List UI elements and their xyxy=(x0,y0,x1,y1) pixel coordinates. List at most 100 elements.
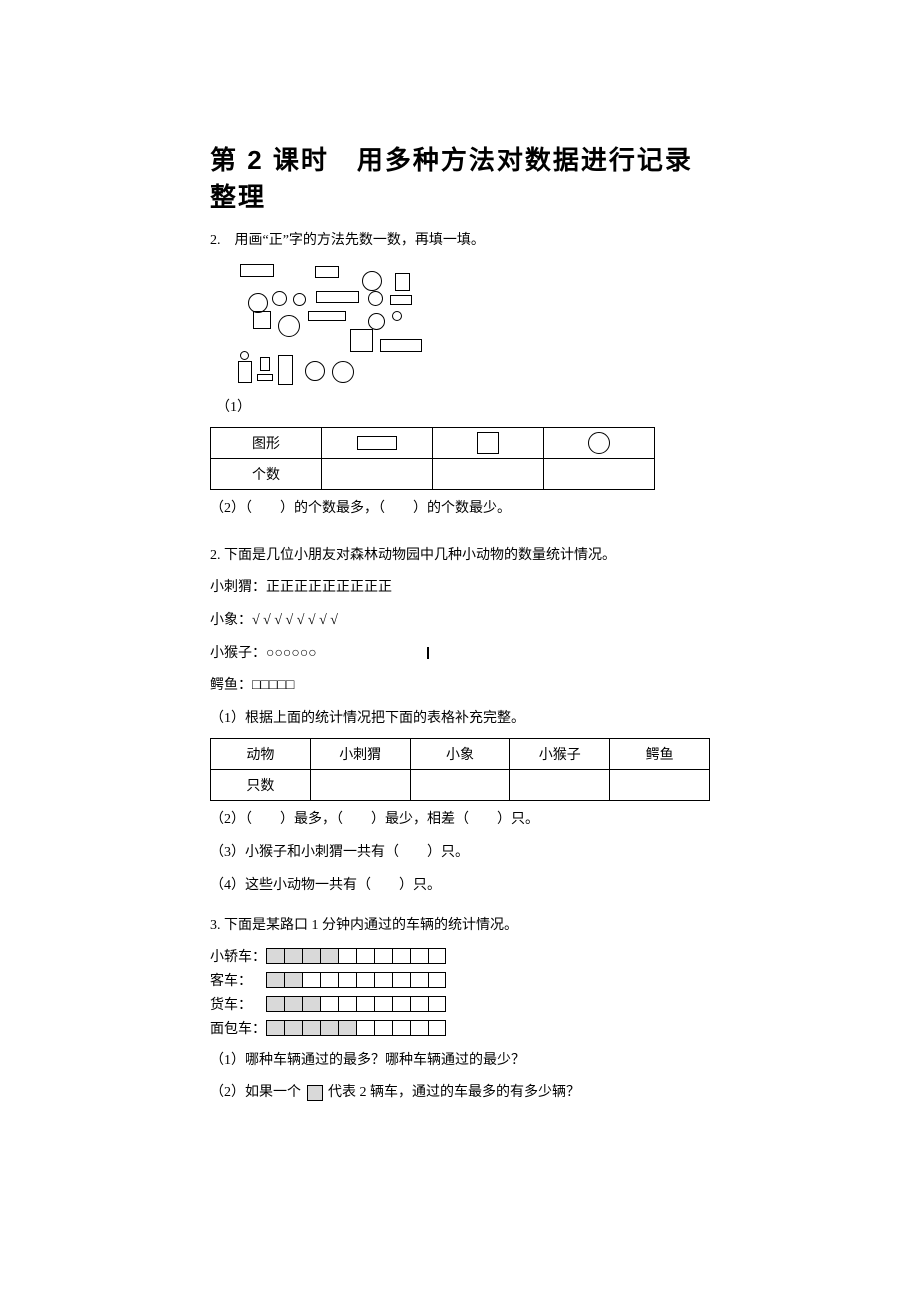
shape-rect xyxy=(315,266,339,278)
bar-row: 小轿车： xyxy=(210,946,710,966)
bar-row: 货车： xyxy=(210,994,710,1014)
q1-sub2: （2）（ ）的个数最多，（ ）的个数最少。 xyxy=(210,496,710,523)
shape-circle xyxy=(272,291,287,306)
bar-cell xyxy=(374,996,392,1012)
shape-rect xyxy=(257,374,273,381)
q1-prompt: 2. 用画“正”字的方法先数一数，再填一填。 xyxy=(210,228,710,255)
shape-circle xyxy=(293,293,306,306)
bar-cell xyxy=(410,948,428,964)
shape-circle xyxy=(368,291,383,306)
bar-cell xyxy=(428,972,446,988)
q1-blank-rect[interactable] xyxy=(322,459,433,490)
q2-blank-3[interactable] xyxy=(510,770,610,801)
q2-blank-2[interactable] xyxy=(410,770,510,801)
page-title: 第 2 课时 用多种方法对数据进行记录整理 xyxy=(210,140,710,214)
shape-circle xyxy=(248,293,268,313)
bar-cell xyxy=(392,996,410,1012)
bar-cell xyxy=(410,972,428,988)
bar-label: 货车： xyxy=(210,994,266,1014)
shape-rect xyxy=(308,311,346,321)
shape-circle xyxy=(278,315,300,337)
bar-cell xyxy=(320,972,338,988)
q2-sub4: （4）这些小动物一共有（ ）只。 xyxy=(210,873,710,900)
shape-rect xyxy=(260,357,270,371)
bar-cells xyxy=(266,1020,446,1036)
bar-cell xyxy=(356,948,374,964)
shape-circle xyxy=(240,351,249,360)
bar-cell xyxy=(320,996,338,1012)
bar-cell xyxy=(302,996,320,1012)
text-cursor xyxy=(427,647,429,659)
q1-row-label: 个数 xyxy=(211,459,322,490)
q2-sub3: （3）小猴子和小刺猬一共有（ ）只。 xyxy=(210,840,710,867)
q1-col-rect xyxy=(322,428,433,459)
bar-cell xyxy=(428,1020,446,1036)
q1-table: 图形 个数 xyxy=(210,427,655,490)
bar-label: 小轿车： xyxy=(210,946,266,966)
bar-cell xyxy=(284,1020,302,1036)
q2-blank-1[interactable] xyxy=(310,770,410,801)
q2-prompt: 2. 下面是几位小朋友对森林动物园中几种小动物的数量统计情况。 xyxy=(210,543,710,570)
q2-blank-4[interactable] xyxy=(610,770,710,801)
bar-cell xyxy=(320,948,338,964)
bar-cell xyxy=(320,1020,338,1036)
q2-sub1: （1）根据上面的统计情况把下面的表格补充完整。 xyxy=(210,706,710,733)
shape-rect xyxy=(390,295,412,305)
bar-cell xyxy=(266,972,284,988)
q1-blank-circle[interactable] xyxy=(544,459,655,490)
bar-label: 面包车： xyxy=(210,1018,266,1038)
shape-circle xyxy=(362,271,382,291)
bar-cell xyxy=(428,996,446,1012)
q1-table-header: 图形 xyxy=(211,428,322,459)
q2-line2: 小象：√ √ √ √ √ √ √ √ xyxy=(210,608,710,635)
bar-cell xyxy=(410,1020,428,1036)
q1-col-circle xyxy=(544,428,655,459)
q2-line3: 小猴子：○○○○○○ xyxy=(210,641,710,668)
bar-cell xyxy=(302,1020,320,1036)
q3-bar-area: 小轿车： 客车： 货车： 面包车： xyxy=(210,946,710,1038)
bar-row: 面包车： xyxy=(210,1018,710,1038)
q1-sub1-label: （1） xyxy=(216,395,710,422)
shape-rect xyxy=(380,339,422,352)
q2-line4: 鳄鱼：□□□□□ xyxy=(210,673,710,700)
q3-prompt: 3. 下面是某路口 1 分钟内通过的车辆的统计情况。 xyxy=(210,913,710,940)
q1-col-square xyxy=(433,428,544,459)
q2-h3: 小猴子 xyxy=(510,739,610,770)
bar-cell xyxy=(266,1020,284,1036)
q2-h0: 动物 xyxy=(211,739,311,770)
shape-rect xyxy=(238,361,252,383)
bar-cell xyxy=(284,972,302,988)
bar-row: 客车： xyxy=(210,970,710,990)
bar-cell xyxy=(266,948,284,964)
q2-h2: 小象 xyxy=(410,739,510,770)
gray-square-icon xyxy=(307,1085,323,1101)
shape-square xyxy=(350,329,373,352)
q2-table: 动物 小刺猬 小象 小猴子 鳄鱼 只数 xyxy=(210,738,710,801)
q2-h4: 鳄鱼 xyxy=(610,739,710,770)
shape-circle xyxy=(305,361,325,381)
bar-cell xyxy=(356,996,374,1012)
shape-rect xyxy=(395,273,410,291)
shape-circle xyxy=(332,361,354,383)
shape-circle xyxy=(392,311,402,321)
bar-cell xyxy=(302,972,320,988)
shape-circle xyxy=(368,313,385,330)
bar-cell xyxy=(392,972,410,988)
bar-cell xyxy=(374,1020,392,1036)
bar-cell xyxy=(428,948,446,964)
q2-h1: 小刺猬 xyxy=(310,739,410,770)
q1-blank-square[interactable] xyxy=(433,459,544,490)
q2-row-label: 只数 xyxy=(211,770,311,801)
bar-label: 客车： xyxy=(210,970,266,990)
bar-cell xyxy=(338,972,356,988)
bar-cell xyxy=(392,1020,410,1036)
worksheet-page: 第 2 课时 用多种方法对数据进行记录整理 2. 用画“正”字的方法先数一数，再… xyxy=(0,0,920,1302)
bar-cell xyxy=(338,948,356,964)
bar-cell xyxy=(374,948,392,964)
shapes-scatter xyxy=(220,261,440,391)
bar-cell xyxy=(374,972,392,988)
q2-line1: 小刺猬：正正正正正正正正正 xyxy=(210,575,710,602)
shape-rect xyxy=(240,264,274,277)
bar-cell xyxy=(356,972,374,988)
bar-cell xyxy=(338,996,356,1012)
